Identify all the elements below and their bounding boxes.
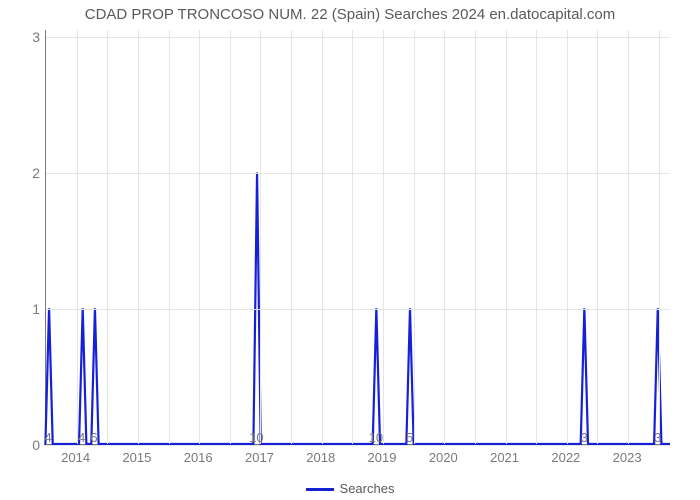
gridline-v-minor	[597, 30, 598, 444]
xtick-label: 2015	[122, 450, 151, 465]
ytick-label: 1	[20, 301, 40, 317]
legend-swatch	[306, 488, 334, 491]
xtick-label: 2020	[429, 450, 458, 465]
peak-label: 3	[581, 430, 588, 445]
gridline-v	[77, 30, 78, 444]
xtick-label: 2018	[306, 450, 335, 465]
gridline-v	[260, 30, 261, 444]
gridline-v-minor	[414, 30, 415, 444]
gridline-v-minor	[230, 30, 231, 444]
legend: Searches	[0, 481, 700, 496]
xtick-label: 2021	[490, 450, 519, 465]
xtick-label: 2014	[61, 450, 90, 465]
gridline-v-minor	[107, 30, 108, 444]
peak-label: 10	[369, 430, 383, 445]
peak-label: 4	[78, 430, 85, 445]
chart-title: CDAD PROP TRONCOSO NUM. 22 (Spain) Searc…	[0, 6, 700, 23]
gridline-h	[46, 37, 670, 38]
legend-label: Searches	[340, 481, 395, 496]
gridline-v	[506, 30, 507, 444]
gridline-h	[46, 445, 670, 446]
gridline-v	[444, 30, 445, 444]
chart-container: CDAD PROP TRONCOSO NUM. 22 (Spain) Searc…	[0, 0, 700, 500]
peak-label: 6	[90, 430, 97, 445]
xtick-label: 2016	[184, 450, 213, 465]
line-series	[46, 30, 670, 444]
gridline-v-minor	[169, 30, 170, 444]
gridline-v	[383, 30, 384, 444]
gridline-v	[628, 30, 629, 444]
xtick-label: 2019	[368, 450, 397, 465]
ytick-label: 2	[20, 165, 40, 181]
peak-label: 3	[654, 430, 661, 445]
gridline-v	[138, 30, 139, 444]
gridline-v	[199, 30, 200, 444]
gridline-v	[567, 30, 568, 444]
gridline-v-minor	[659, 30, 660, 444]
gridline-v-minor	[475, 30, 476, 444]
plot-area	[45, 30, 670, 445]
peak-label: 10	[249, 430, 263, 445]
gridline-h	[46, 173, 670, 174]
peak-label: 5	[406, 430, 413, 445]
peak-label: 4	[44, 430, 51, 445]
gridline-v-minor	[352, 30, 353, 444]
gridline-v-minor	[536, 30, 537, 444]
xtick-label: 2022	[551, 450, 580, 465]
gridline-h	[46, 309, 670, 310]
xtick-label: 2023	[613, 450, 642, 465]
xtick-label: 2017	[245, 450, 274, 465]
ytick-label: 3	[20, 29, 40, 45]
ytick-label: 0	[20, 437, 40, 453]
gridline-v	[322, 30, 323, 444]
gridline-v-minor	[291, 30, 292, 444]
